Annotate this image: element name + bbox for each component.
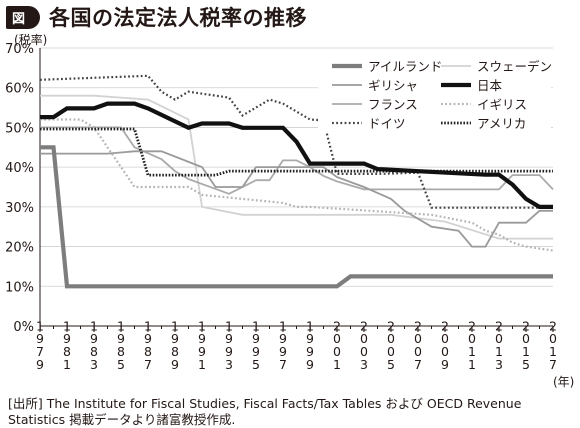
legend-label-6: ドイツ <box>368 116 406 131</box>
y-tick-label: 0% <box>13 320 34 335</box>
x-tick-label: 2005 <box>384 318 399 369</box>
x-tick-label: 2001 <box>330 318 345 369</box>
legend-label-1: スウェーデン <box>477 59 552 74</box>
legend-label-7: アメリカ <box>477 116 526 131</box>
x-tick-label: 1999 <box>303 318 318 369</box>
x-tick-label: 1983 <box>87 318 102 369</box>
figure-badge: 図 <box>6 5 41 29</box>
source-note: [出所] The Institute for Fiscal Studies, F… <box>8 396 522 427</box>
x-tick-label: 1991 <box>195 318 210 369</box>
series-line-0 <box>40 145 553 289</box>
x-tick-label: 1981 <box>60 318 75 369</box>
axes <box>39 48 554 332</box>
x-tick-label: 2007 <box>411 318 426 369</box>
x-tick-label: 2015 <box>519 318 534 369</box>
legend-label-2: ギリシャ <box>368 78 418 93</box>
x-tick-label: 1985 <box>114 318 129 369</box>
x-tick-label: 2013 <box>492 318 507 369</box>
y-tick-label: 60% <box>5 82 34 97</box>
series-line-4 <box>40 126 554 195</box>
y-tick-label: 40% <box>5 161 34 176</box>
series-line-6 <box>39 74 553 209</box>
x-tick-label: 1997 <box>276 318 291 369</box>
x-tick-label: 2009 <box>438 318 453 369</box>
y-axis-label: (税率) <box>14 32 47 47</box>
x-tick-label: 2017 <box>546 318 561 369</box>
series-line-2 <box>40 150 553 248</box>
series-line-7 <box>40 127 553 177</box>
y-axis-tick-labels: 0% 10% 20% 30% 40% 50% 60% 70% <box>5 42 34 335</box>
x-tick-label: 1979 <box>33 318 48 369</box>
line-chart: 0% 10% 20% 30% 40% 50% 60% 70% 1979 1981 1983 1985… <box>5 32 574 389</box>
x-tick-label: 2011 <box>465 318 480 369</box>
figure-title-row: 図 各国の法定法人税率の推移 <box>6 3 307 31</box>
y-tick-label: 10% <box>5 280 34 295</box>
x-tick-label: 1993 <box>222 318 237 369</box>
legend-label-5: イギリス <box>477 97 527 112</box>
y-tick-label: 30% <box>5 201 34 216</box>
x-tick-label: 1995 <box>249 318 264 369</box>
x-tick-label: 2003 <box>357 318 372 369</box>
y-tick-label: 50% <box>5 121 34 136</box>
legend-label-4: フランス <box>368 97 418 112</box>
series-layer <box>39 74 554 289</box>
x-axis-tick-labels: 1979 1981 1983 1985 1987 1989 1991 1993 1995 1997… <box>33 318 561 369</box>
y-tick-label: 70% <box>5 42 34 57</box>
series-line-3 <box>40 101 553 209</box>
series-line-1 <box>40 94 553 240</box>
x-axis-label: (年) <box>553 375 574 389</box>
x-tick-label: 1987 <box>141 318 156 369</box>
legend-label-3: 日本 <box>477 78 503 93</box>
x-tick-label: 1989 <box>168 318 183 369</box>
legend-label-0: アイルランド <box>368 59 442 74</box>
figure-title: 各国の法定法人税率の推移 <box>49 6 308 30</box>
y-tick-label: 20% <box>5 241 34 256</box>
series-line-5 <box>40 118 554 252</box>
